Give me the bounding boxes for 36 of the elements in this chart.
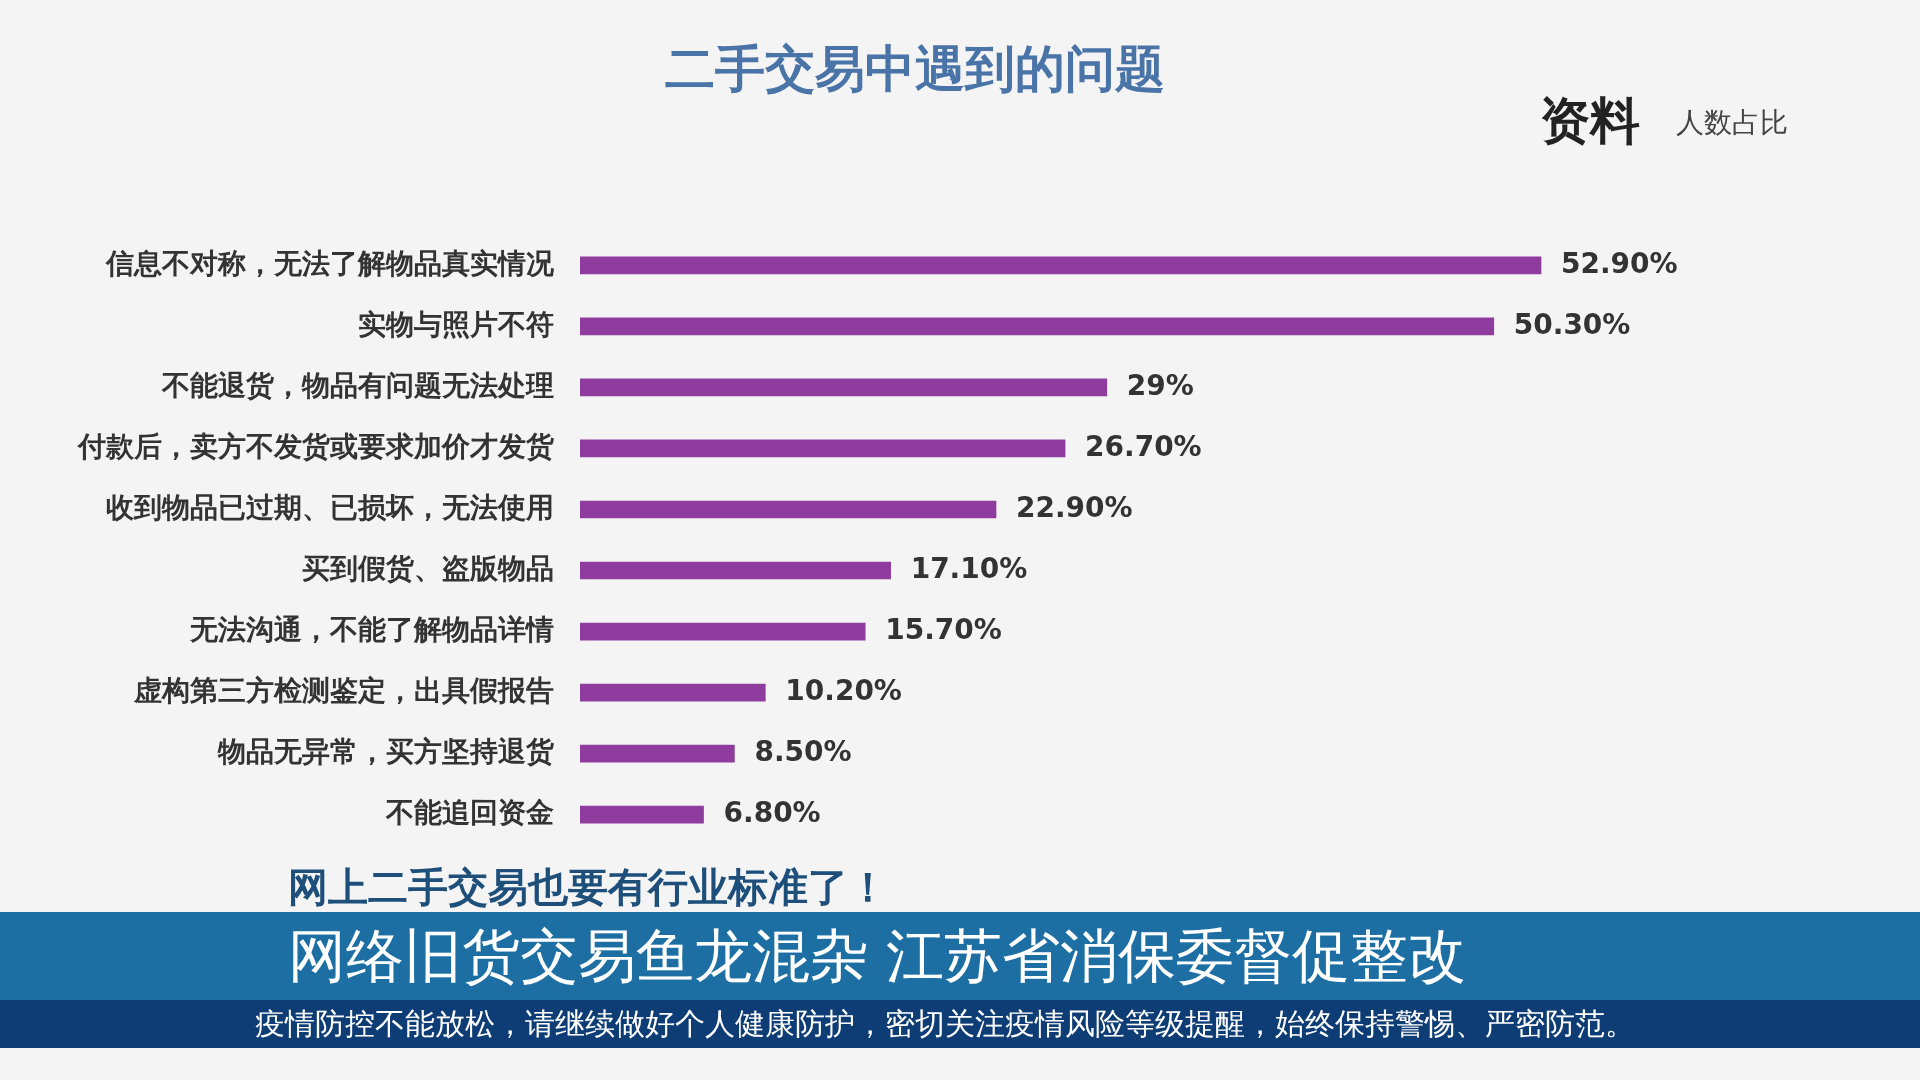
y-tick-label: 物品无异常，买方坚持退货 xyxy=(217,734,554,768)
y-tick-label: 虚构第三方检测鉴定，出具假报告 xyxy=(133,673,554,707)
chart-title: 二手交易中遇到的问题 xyxy=(665,40,1165,98)
bar xyxy=(580,500,997,519)
data-label: 50.30% xyxy=(1513,307,1631,341)
data-label: 26.70% xyxy=(1085,429,1202,463)
bar xyxy=(580,683,766,702)
y-tick-label: 不能退货，物品有问题无法处理 xyxy=(161,368,554,402)
bar xyxy=(580,805,704,824)
text: 资料 xyxy=(1540,91,1640,152)
data-label: 29% xyxy=(1126,368,1194,402)
text: 人数占比 xyxy=(1676,105,1788,141)
bar xyxy=(580,561,891,580)
y-tick-label: 实物与照片不符 xyxy=(358,307,554,341)
data-label: 10.20% xyxy=(785,673,902,707)
y-tick-label: 付款后，卖方不发货或要求加价才发货 xyxy=(76,429,554,463)
text: 网络旧货交易鱼龙混杂 江苏省消保委督促整改 xyxy=(0,912,1920,1000)
y-tick-label: 不能追回资金 xyxy=(385,795,554,829)
data-label: 15.70% xyxy=(885,612,1002,646)
data-label: 6.80% xyxy=(723,795,821,829)
y-tick-label: 收到物品已过期、已损坏，无法使用 xyxy=(106,490,554,524)
data-label: 8.50% xyxy=(754,734,852,768)
data-label: 22.90% xyxy=(1016,490,1133,524)
text: 网上二手交易也要有行业标准了！ xyxy=(288,863,888,912)
bar xyxy=(580,317,1495,336)
y-tick-label: 无法沟通，不能了解物品详情 xyxy=(189,612,554,646)
bar xyxy=(580,439,1066,458)
y-tick-label: 信息不对称，无法了解物品真实情况 xyxy=(105,246,555,280)
bar xyxy=(580,256,1542,275)
bar xyxy=(580,378,1108,397)
data-label: 17.10% xyxy=(910,551,1028,585)
data-label: 52.90% xyxy=(1561,246,1678,280)
bar xyxy=(580,744,735,763)
y-tick-label: 买到假货、盗版物品 xyxy=(302,551,554,585)
bar xyxy=(580,622,866,641)
text: 疫情防控不能放松，请继续做好个人健康防护，密切关注疫情风险等级提醒，始终保持警惕、严密防范。 xyxy=(0,1000,1920,1048)
